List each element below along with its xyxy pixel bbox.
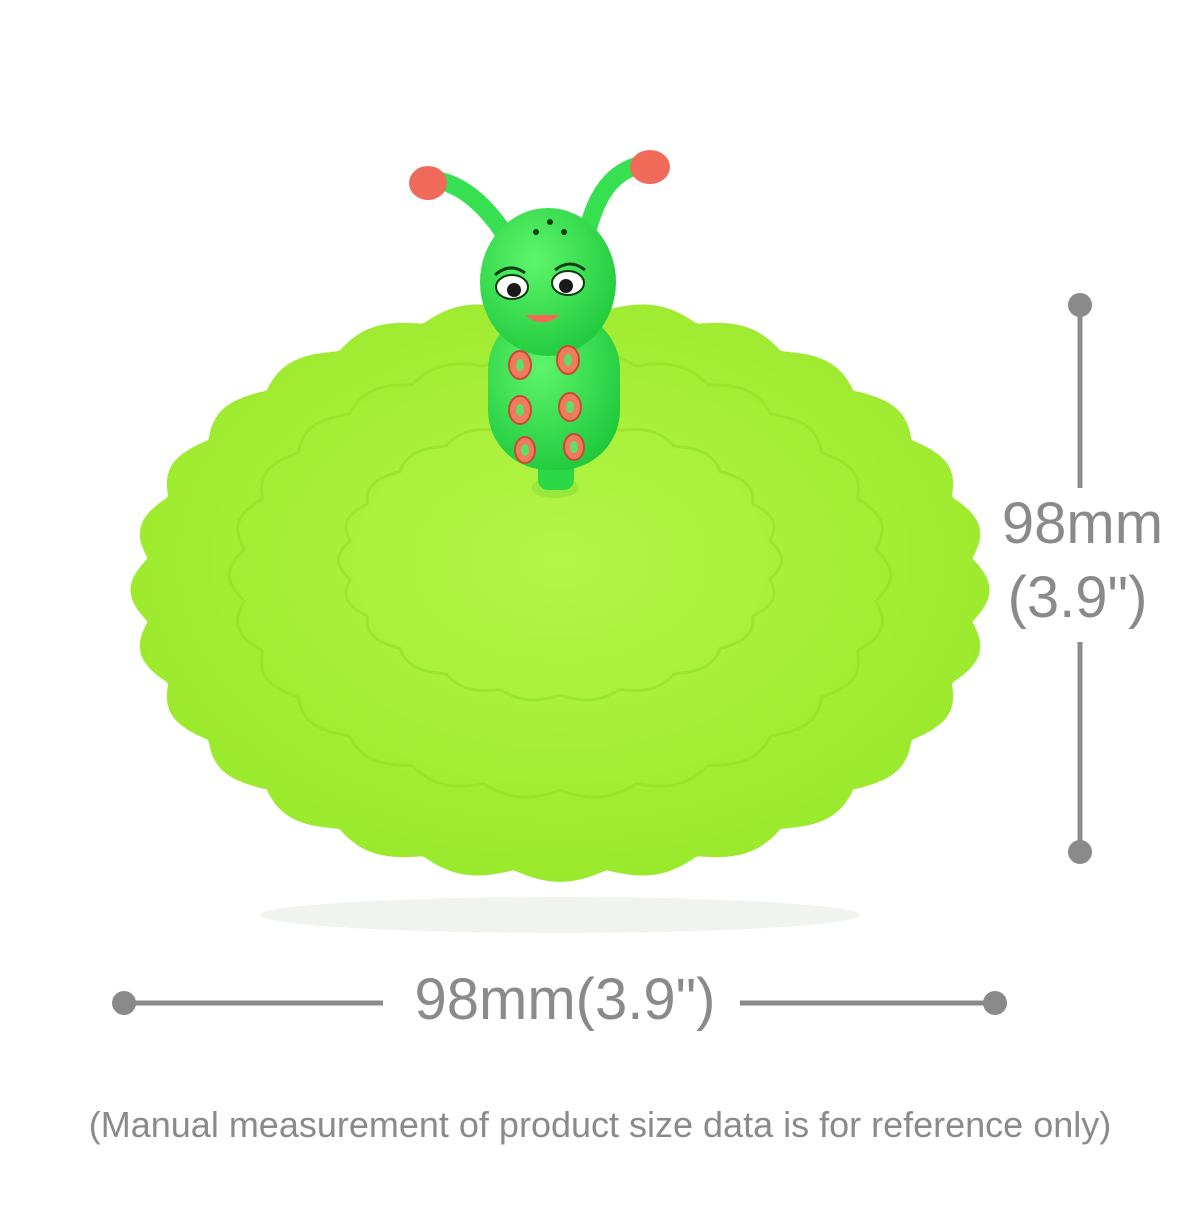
width-label: 98mm(3.9"): [414, 967, 716, 1032]
height-inch-label: (3.9"): [1007, 565, 1148, 630]
horizontal-dimension-line: [112, 991, 1007, 1015]
lid-shadow: [260, 897, 860, 933]
silicone-lid: [130, 298, 990, 882]
measurement-footnote: (Manual measurement of product size data…: [88, 1104, 1112, 1145]
lid-inner-ring: [337, 418, 783, 702]
height-mm-label: 98mm: [1001, 491, 1164, 556]
caterpillar-figure: [409, 150, 670, 498]
lid-inner-ring: [227, 351, 893, 799]
vertical-dimension-line: [1068, 293, 1092, 864]
